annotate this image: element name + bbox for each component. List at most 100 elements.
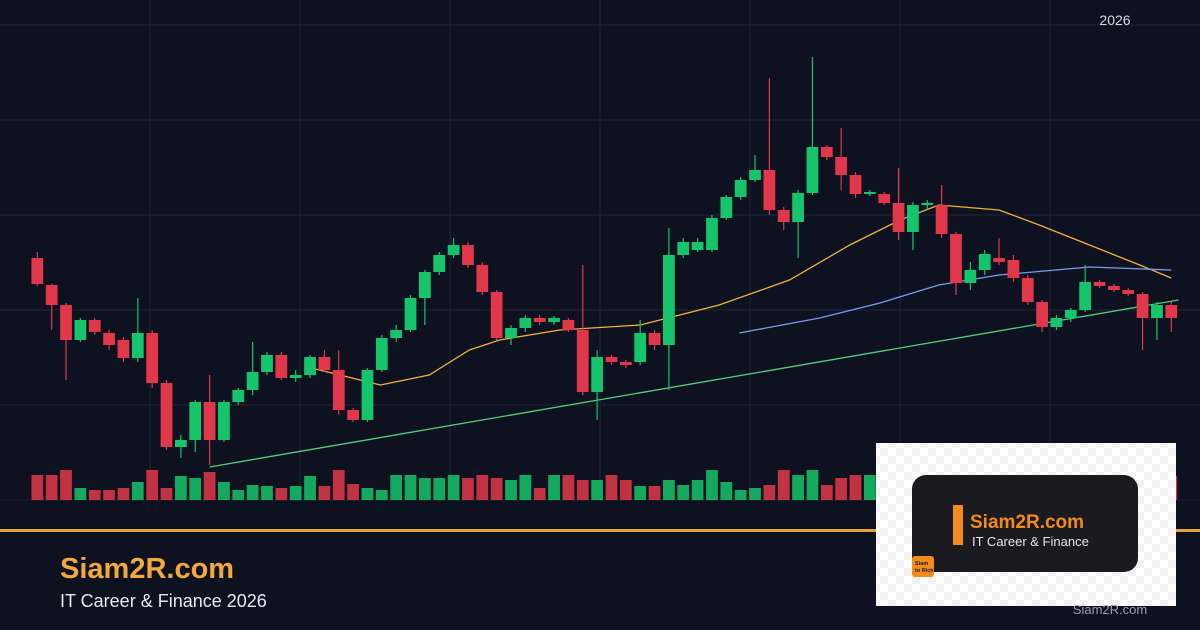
- volume-bar: [749, 488, 761, 500]
- candle-body: [31, 258, 44, 284]
- candle-body: [749, 170, 761, 180]
- candle-body: [576, 330, 589, 392]
- candle-body: [117, 340, 130, 358]
- candle-body: [131, 333, 144, 358]
- volume-bar: [88, 490, 101, 500]
- volume-bar: [31, 475, 44, 500]
- candle-body: [677, 242, 690, 255]
- candle-body: [562, 320, 575, 330]
- volume-bar: [261, 486, 273, 500]
- candle-body: [45, 285, 58, 305]
- volume-bar: [390, 475, 403, 500]
- candle-body: [418, 272, 431, 298]
- candle-body: [835, 157, 848, 175]
- volume-bar: [562, 475, 575, 500]
- candle-body: [74, 320, 87, 340]
- card-accent: [953, 505, 963, 545]
- volume-bar: [849, 475, 862, 500]
- volume-bar: [375, 490, 388, 500]
- volume-bar: [677, 485, 690, 500]
- candle-body: [1107, 286, 1120, 290]
- candle-body: [1093, 282, 1106, 286]
- volume-bar: [863, 475, 876, 500]
- candle-body: [849, 175, 862, 194]
- brand-subtitle: IT Career & Finance 2026: [60, 591, 267, 611]
- volume-bar: [60, 470, 72, 500]
- card: [912, 475, 1138, 572]
- candle-body: [1021, 278, 1034, 302]
- candle-body: [820, 147, 833, 157]
- candle-body: [720, 197, 733, 218]
- candle-body: [174, 440, 187, 447]
- candle-body: [548, 318, 560, 322]
- volume-bar: [777, 470, 790, 500]
- volume-bar: [404, 475, 417, 500]
- candle-body: [203, 402, 216, 440]
- candle-body: [648, 333, 661, 345]
- candle-body: [734, 180, 747, 197]
- candle-body: [462, 245, 474, 265]
- candle-body: [1122, 290, 1135, 294]
- candle-body: [763, 170, 776, 210]
- candle-body: [706, 218, 718, 250]
- volume-bar: [576, 480, 589, 500]
- candle-body: [907, 205, 919, 232]
- card-title: Siam2R.com: [970, 512, 1084, 533]
- volume-bar: [792, 475, 804, 500]
- volume-bar: [533, 488, 546, 500]
- candle-body: [261, 355, 273, 372]
- candle-body: [218, 402, 230, 440]
- candle-body: [1036, 302, 1048, 327]
- volume-bar: [519, 475, 532, 500]
- candle-body: [533, 318, 546, 322]
- volume-bar: [691, 480, 704, 500]
- volume-bar: [418, 478, 431, 500]
- volume-bar: [548, 475, 560, 500]
- candle-body: [663, 255, 675, 345]
- volume-bar: [232, 490, 245, 500]
- candle-body: [591, 357, 604, 392]
- badge-text: Siam: [915, 561, 928, 567]
- volume-bar: [734, 490, 747, 500]
- volume-bar: [45, 475, 58, 500]
- candle-body: [375, 338, 388, 370]
- volume-bar: [189, 478, 202, 500]
- candle-body: [993, 258, 1005, 262]
- volume-bar: [246, 485, 259, 500]
- volume-bar: [806, 470, 819, 500]
- candle-body: [1064, 310, 1077, 318]
- candle-body: [634, 333, 647, 362]
- candle-body: [404, 298, 417, 330]
- candle-body: [964, 270, 977, 283]
- candle-body: [304, 357, 316, 375]
- candle-body: [390, 330, 403, 338]
- card-subtitle: IT Career & Finance: [972, 534, 1089, 549]
- candle-body: [232, 390, 245, 402]
- volume-bar: [304, 476, 316, 500]
- logo-card: Siam2R.com IT Career & Finance Siam to R…: [876, 443, 1176, 606]
- candle-body: [792, 193, 804, 222]
- volume-bar: [160, 488, 173, 500]
- candle-body: [978, 254, 991, 270]
- candle-body: [619, 362, 632, 365]
- candle-body: [88, 320, 101, 332]
- volume-bar: [174, 476, 187, 500]
- candle-body: [878, 194, 891, 203]
- candle-body: [361, 370, 374, 420]
- candle-body: [806, 147, 819, 193]
- volume-bar: [820, 485, 833, 500]
- volume-bar: [476, 475, 489, 500]
- trend-line: [209, 299, 1179, 468]
- candle-body: [519, 318, 532, 328]
- candle-body: [1050, 318, 1063, 327]
- brand-title: Siam2R.com: [60, 553, 234, 585]
- candle-body: [505, 328, 517, 338]
- trend-line: [739, 266, 1172, 334]
- volume-bar: [203, 472, 216, 500]
- volume-bar: [332, 470, 345, 500]
- badge-text: to Rich: [915, 568, 934, 574]
- candle-body: [347, 410, 359, 420]
- candle-body: [160, 383, 173, 447]
- volume-bar: [131, 482, 144, 500]
